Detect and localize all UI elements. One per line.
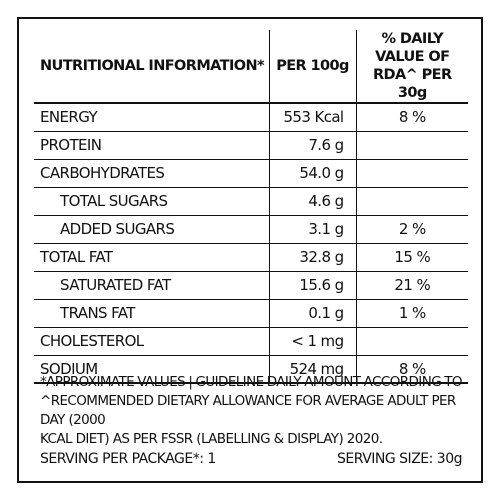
header-daily-value: % DAILY VALUE OF RDA^ PER 30g	[355, 30, 468, 104]
nutrient-name: SODIUM	[34, 355, 269, 384]
table-row: SODIUM 524 mg 8 %	[34, 355, 468, 384]
nutrient-name: ENERGY	[34, 103, 269, 132]
footnote-line-1: *APPROXIMATE VALUES | GUIDELINE DAILY AMOUNT A…	[40, 373, 463, 392]
nutrient-daily-value	[355, 327, 468, 356]
footnote-word: DAILY	[266, 374, 302, 390]
table-header-row: NUTRITIONAL INFORMATION* PER 100g % DAIL…	[34, 30, 468, 104]
footnote-line-2: ^RECOMMENDED DIETARY ALLOWANCE FOR AVERA…	[40, 393, 456, 428]
nutrient-daily-value: 1 %	[355, 299, 468, 328]
nutrient-value: 4.6 g	[268, 187, 356, 216]
nutrient-value: < 1 mg	[268, 327, 356, 356]
nutrient-value: 553 Kcal	[268, 103, 356, 132]
table-row: TOTAL SUGARS 4.6 g	[34, 187, 468, 216]
footnote-line-3: KCAL DIET) AS PER FSSR (LABELLING & DISP…	[40, 431, 383, 447]
nutrient-daily-value: 8 %	[355, 355, 468, 384]
footnote-word: VALUES	[137, 374, 186, 390]
nutrient-daily-value: 2 %	[355, 215, 468, 244]
footnote-word: TO	[444, 374, 462, 390]
nutrient-value: 32.8 g	[268, 243, 356, 272]
nutrient-value: 3.1 g	[268, 215, 356, 244]
nutrient-value: 0.1 g	[268, 299, 356, 328]
nutrient-name: CHOLESTEROL	[34, 327, 269, 356]
nutrient-name: ADDED SUGARS	[34, 215, 269, 244]
nutrient-daily-value	[355, 187, 468, 216]
serving-per-package: SERVING PER PACKAGE*: 1	[40, 451, 216, 467]
nutrient-daily-value: 15 %	[355, 243, 468, 272]
table-row: ENERGY 553 Kcal 8 %	[34, 103, 468, 132]
nutrition-table-body: ENERGY 553 Kcal 8 % PROTEIN 7.6 g CARBOHYDRAT…	[34, 103, 468, 384]
footnote-word: |	[188, 374, 193, 390]
nutrient-daily-value: 21 %	[355, 271, 468, 300]
serving-info: SERVING PER PACKAGE*: 1 SERVING SIZE: 30…	[40, 451, 463, 467]
nutrient-value: 524 mg	[268, 355, 356, 384]
header-nutritional-information: NUTRITIONAL INFORMATION*	[34, 30, 269, 104]
table-row: CHOLESTEROL < 1 mg	[34, 327, 468, 356]
nutrient-name: CARBOHYDRATES	[34, 159, 269, 188]
table-row: SATURATED FAT 15.6 g 21 %	[34, 271, 468, 300]
nutrient-value: 7.6 g	[268, 131, 356, 160]
table-row: PROTEIN 7.6 g	[34, 131, 468, 160]
nutrient-daily-value: 8 %	[355, 103, 468, 132]
nutrition-table: NUTRITIONAL INFORMATION* PER 100g % DAIL…	[34, 30, 468, 384]
nutrient-name: PROTEIN	[34, 131, 269, 160]
nutrient-name: TOTAL FAT	[34, 243, 269, 272]
table-row: CARBOHYDRATES 54.0 g	[34, 159, 468, 188]
footnote-word: *APPROXIMATE	[40, 374, 135, 390]
nutrient-name: TOTAL SUGARS	[34, 187, 269, 216]
footnote-word: GUIDELINE	[195, 374, 265, 390]
nutrition-label: NUTRITIONAL INFORMATION* PER 100g % DAIL…	[17, 17, 483, 483]
footnote: *APPROXIMATE VALUES | GUIDELINE DAILY AMOUNT A…	[40, 373, 463, 449]
nutrient-value: 54.0 g	[268, 159, 356, 188]
nutrient-name: TRANS FAT	[34, 299, 269, 328]
serving-size: SERVING SIZE: 30g	[337, 451, 463, 467]
header-per-100g: PER 100g	[268, 30, 356, 104]
nutrient-name: SATURATED FAT	[34, 271, 269, 300]
nutrient-daily-value	[355, 131, 468, 160]
nutrient-daily-value	[355, 159, 468, 188]
table-row: TOTAL FAT 32.8 g 15 %	[34, 243, 468, 272]
footnote-word: AMOUNT	[304, 374, 361, 390]
nutrient-value: 15.6 g	[268, 271, 356, 300]
footnote-word: ACCORDING	[363, 374, 442, 390]
